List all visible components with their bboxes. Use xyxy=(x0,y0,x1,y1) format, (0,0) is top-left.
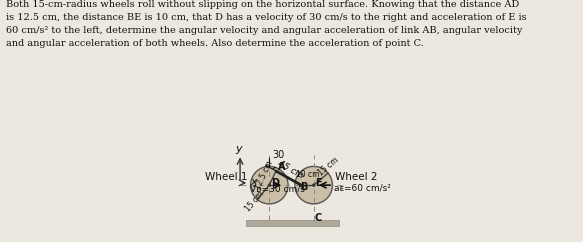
Circle shape xyxy=(312,184,315,187)
Text: 15 cm: 15 cm xyxy=(317,156,340,178)
Text: Both 15-cm-radius wheels roll without slipping on the horizontal surface. Knowin: Both 15-cm-radius wheels roll without sl… xyxy=(6,0,526,47)
Bar xyxy=(300,184,302,186)
Text: Vᴅ=30 cm/s: Vᴅ=30 cm/s xyxy=(251,184,305,193)
Text: 15 cm: 15 cm xyxy=(244,189,266,213)
Text: C: C xyxy=(315,213,322,223)
Text: D: D xyxy=(271,178,279,188)
Text: x: x xyxy=(250,177,257,187)
Text: A: A xyxy=(278,162,286,172)
Text: y: y xyxy=(235,144,242,154)
Circle shape xyxy=(251,166,288,204)
Text: Wheel 1: Wheel 1 xyxy=(205,172,247,182)
Text: 30: 30 xyxy=(272,150,285,160)
Text: 10 cm: 10 cm xyxy=(296,170,319,180)
Bar xyxy=(275,170,277,172)
Text: E: E xyxy=(315,178,321,188)
Text: 45 cm: 45 cm xyxy=(276,159,305,180)
Text: aᴇ=60 cm/s²: aᴇ=60 cm/s² xyxy=(334,184,391,193)
Text: 12.5 cm: 12.5 cm xyxy=(254,159,275,191)
Circle shape xyxy=(268,184,271,187)
Bar xyxy=(246,220,339,226)
Text: Wheel 2: Wheel 2 xyxy=(335,172,377,182)
Circle shape xyxy=(295,166,332,204)
Text: B: B xyxy=(301,182,308,192)
